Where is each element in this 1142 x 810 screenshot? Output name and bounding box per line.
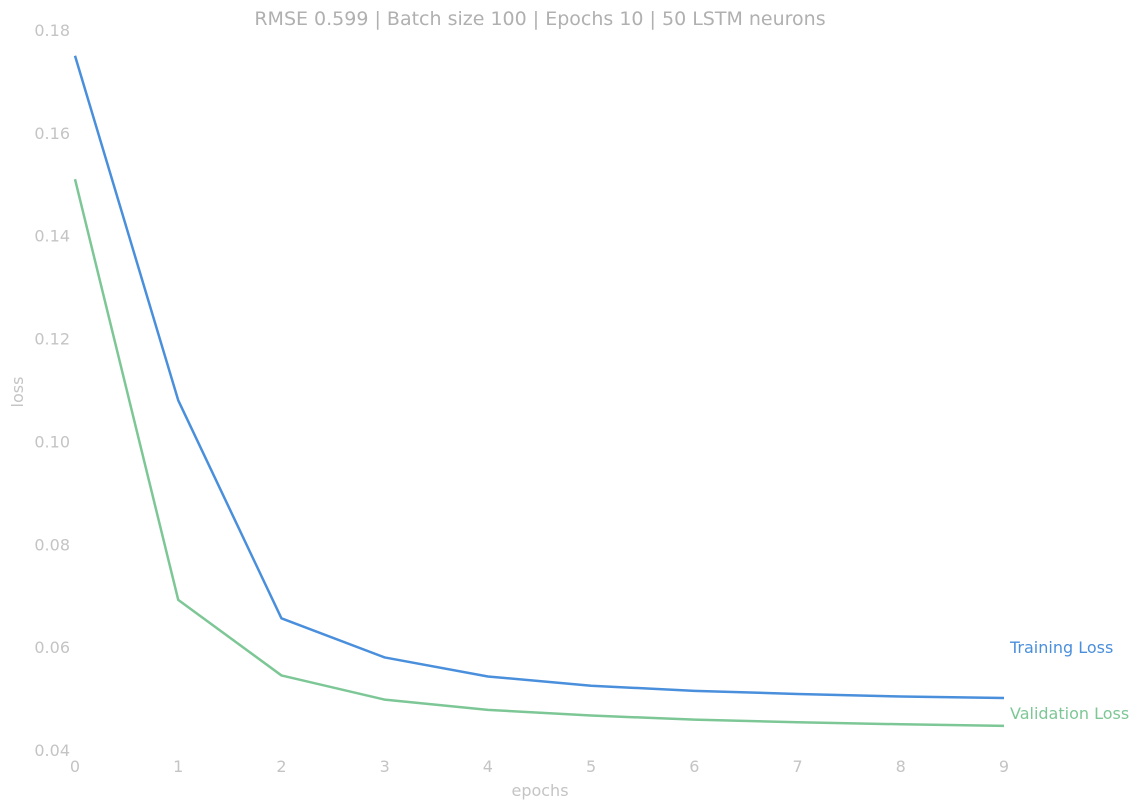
x-axis-ticks: 0 1 2 3 4 5 6 7 8 9 [70,757,1009,776]
x-tick-label: 1 [173,757,183,776]
x-axis-label: epochs [511,781,568,800]
y-tick-label: 0.04 [34,741,70,760]
y-tick-label: 0.16 [34,124,70,143]
y-tick-label: 0.18 [34,21,70,40]
x-tick-label: 6 [689,757,699,776]
y-tick-label: 0.12 [34,330,70,349]
y-tick-label: 0.08 [34,535,70,554]
x-tick-label: 0 [70,757,80,776]
x-tick-label: 9 [999,757,1009,776]
series-label-validation-loss: Validation Loss [1010,704,1129,723]
series-line-training-loss [73,55,1005,700]
y-tick-label: 0.14 [34,227,70,246]
y-tick-label: 0.10 [34,432,70,451]
x-tick-label: 5 [586,757,596,776]
x-tick-label: 3 [380,757,390,776]
y-axis-ticks: 0.04 0.06 0.08 0.10 0.12 0.14 0.16 0.18 [34,21,70,760]
series-line-validation-loss [73,178,1005,728]
y-axis-label: loss [8,377,27,408]
x-tick-label: 8 [896,757,906,776]
x-tick-label: 7 [792,757,802,776]
series-label-training-loss: Training Loss [1009,638,1113,657]
x-tick-label: 2 [276,757,286,776]
series-labels: Training Loss Validation Loss [1009,638,1129,723]
series-lines [73,55,1005,728]
chart-title: RMSE 0.599 | Batch size 100 | Epochs 10 … [254,8,825,30]
x-tick-label: 4 [483,757,493,776]
y-tick-label: 0.06 [34,638,70,657]
